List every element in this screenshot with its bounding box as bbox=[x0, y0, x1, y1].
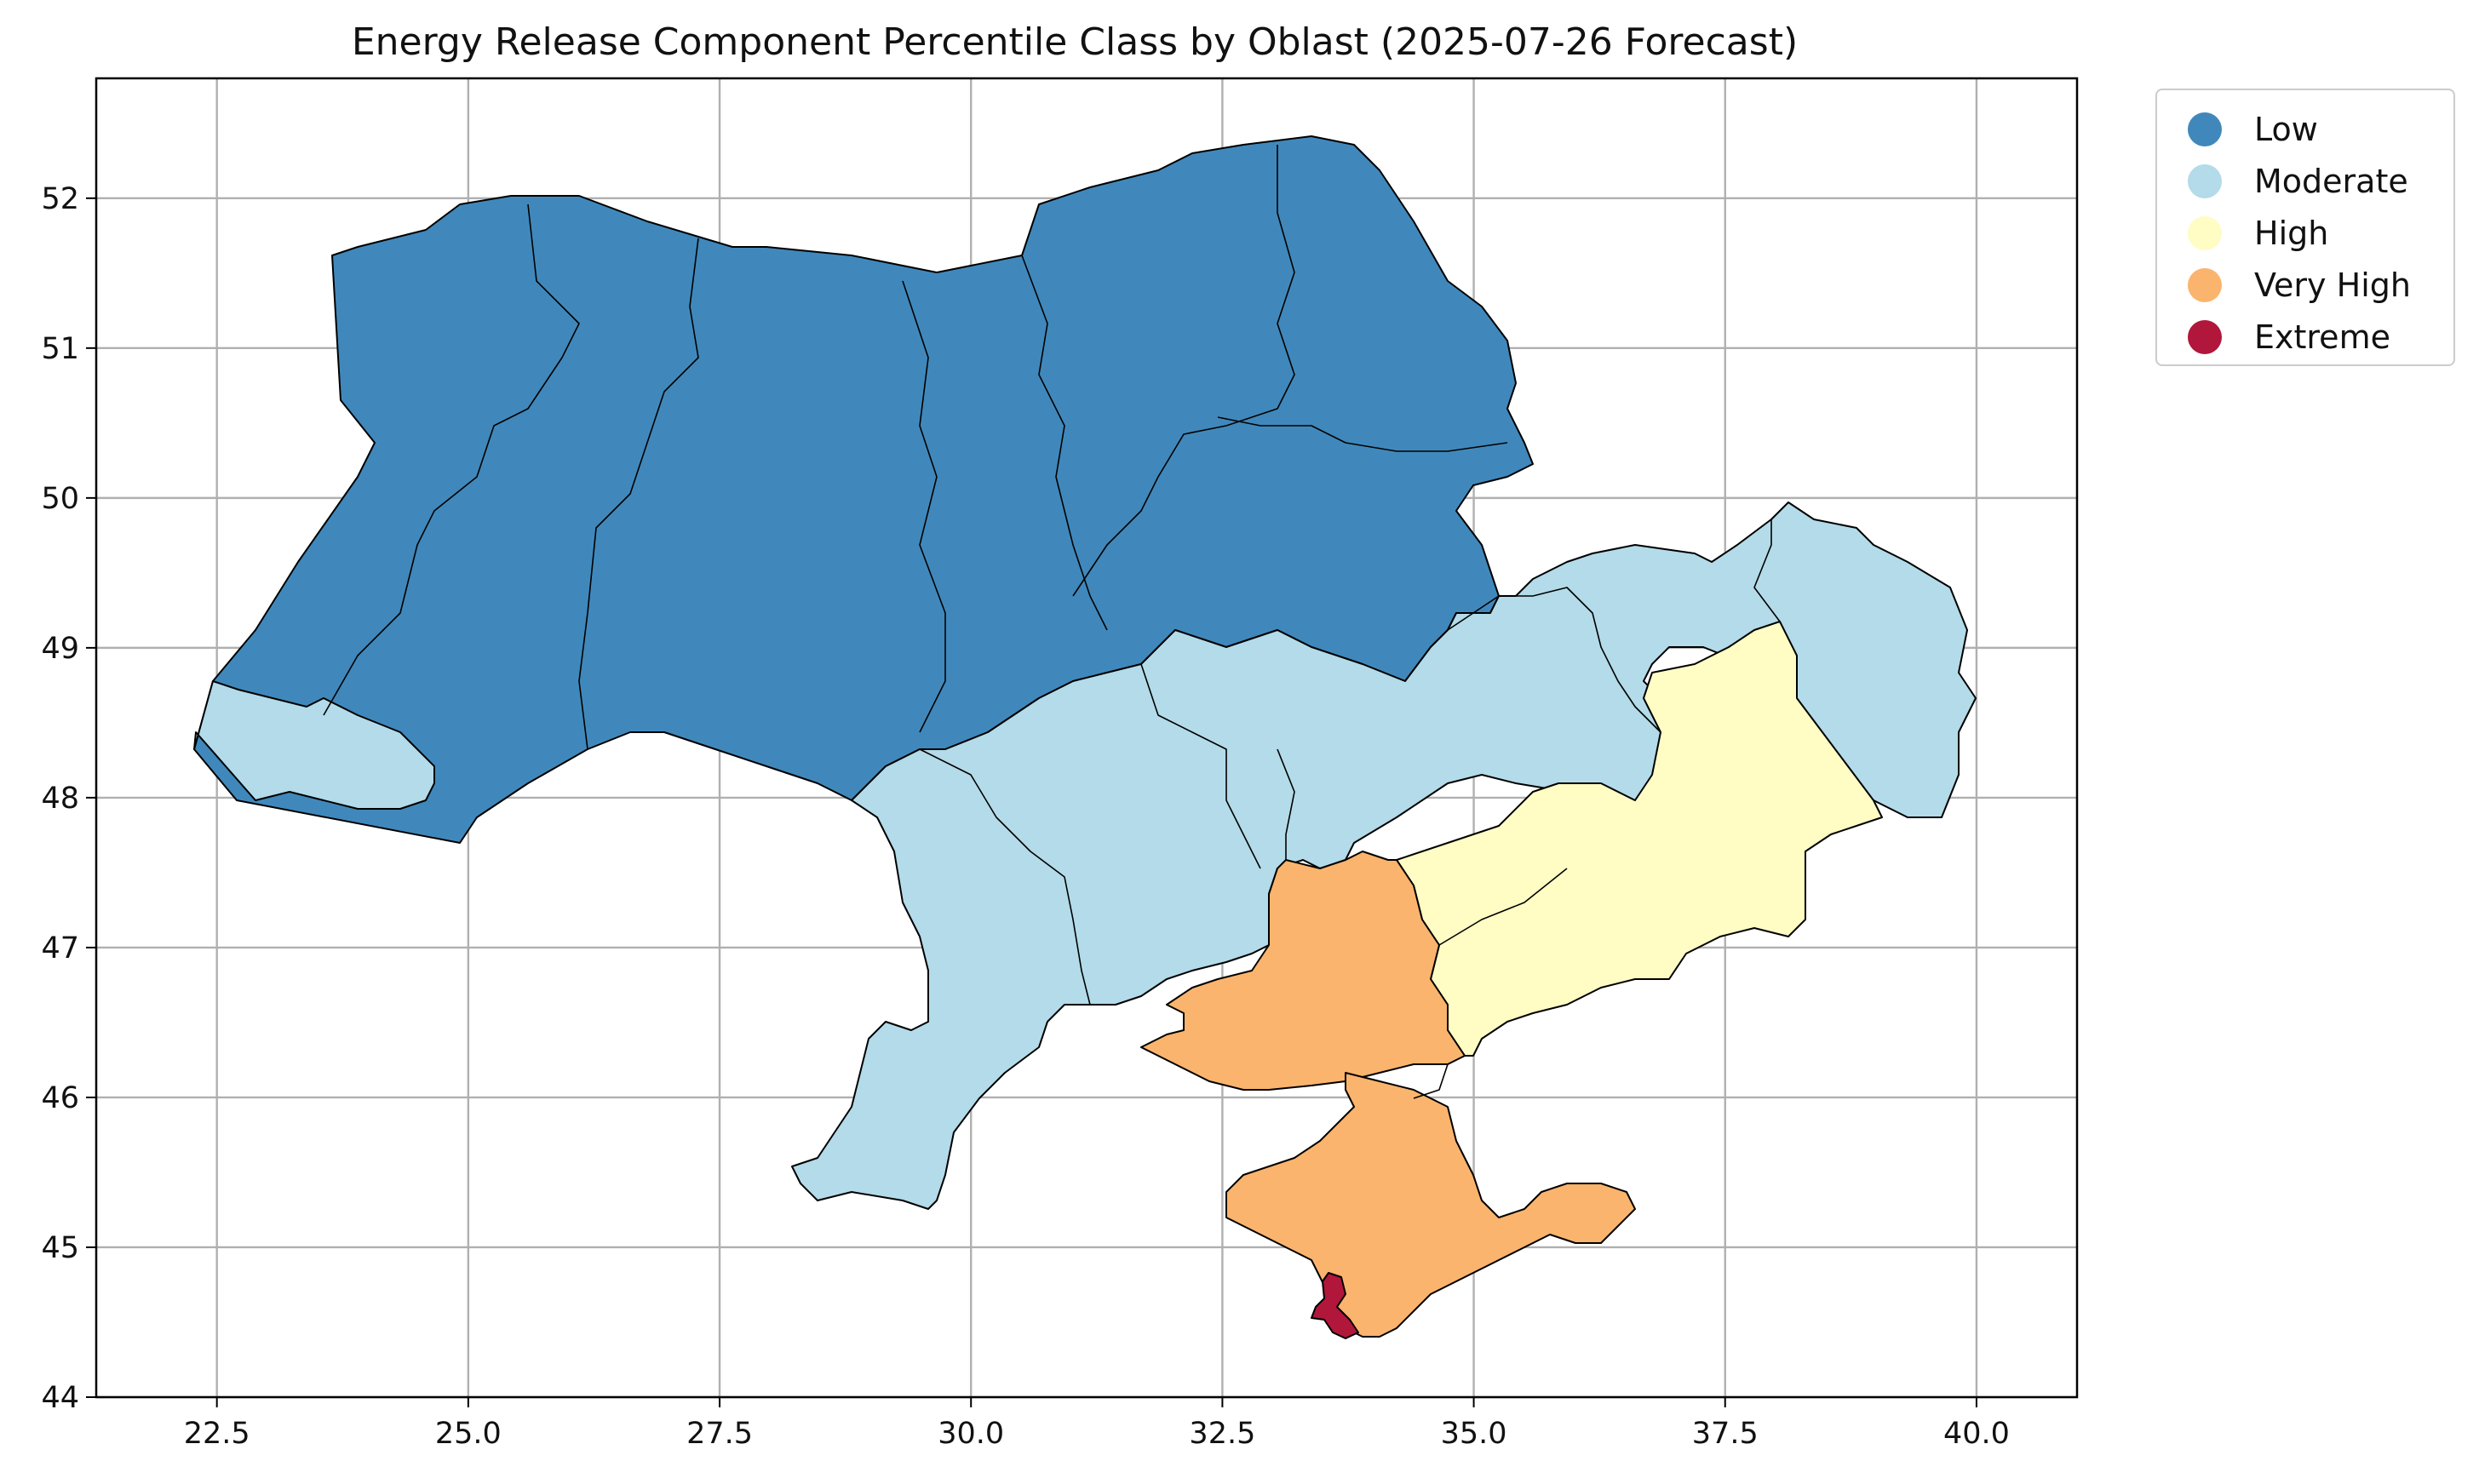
y-tick-label: 49 bbox=[41, 632, 79, 666]
axes bbox=[95, 77, 2079, 1399]
legend-item-high: High bbox=[2188, 215, 2328, 252]
x-axis-ticks: 22.5 25.0 27.5 30.0 32.5 35.0 37.5 40.0 bbox=[184, 1397, 2010, 1451]
legend-item-low: Low bbox=[2188, 111, 2318, 148]
region-extreme bbox=[1311, 1272, 1359, 1339]
x-tick-label: 35.0 bbox=[1441, 1417, 1507, 1451]
plot-frame bbox=[95, 77, 2079, 1399]
legend-label-low: Low bbox=[2254, 111, 2318, 148]
x-tick-label: 22.5 bbox=[184, 1417, 250, 1451]
legend-label-extreme: Extreme bbox=[2254, 318, 2390, 356]
chart-title: Energy Release Component Percentile Clas… bbox=[352, 20, 1798, 64]
legend-item-extreme: Extreme bbox=[2188, 318, 2390, 356]
oblast-borders bbox=[323, 145, 1781, 1099]
x-tick-label: 27.5 bbox=[686, 1417, 753, 1451]
legend-marker-very-high bbox=[2188, 268, 2222, 302]
legend-marker-extreme bbox=[2188, 320, 2222, 354]
legend: Low Moderate High Very High Extreme bbox=[2155, 89, 2455, 366]
x-tick-label: 30.0 bbox=[938, 1417, 1004, 1451]
y-axis-ticks: 44 45 46 47 48 49 50 51 52 bbox=[41, 182, 96, 1415]
region-moderate-west bbox=[193, 680, 435, 810]
y-tick-label: 52 bbox=[41, 182, 79, 216]
region-high bbox=[1396, 621, 1883, 1057]
legend-label-high: High bbox=[2254, 215, 2329, 252]
x-tick-label: 25.0 bbox=[435, 1417, 502, 1451]
y-tick-label: 51 bbox=[41, 332, 79, 366]
legend-marker-moderate bbox=[2188, 164, 2222, 198]
y-tick-label: 45 bbox=[41, 1231, 79, 1265]
y-tick-label: 46 bbox=[41, 1081, 79, 1115]
x-tick-label: 37.5 bbox=[1692, 1417, 1759, 1451]
legend-marker-low bbox=[2188, 112, 2222, 146]
legend-label-very-high: Very High bbox=[2254, 266, 2411, 304]
y-tick-label: 48 bbox=[41, 782, 79, 816]
legend-label-moderate: Moderate bbox=[2254, 163, 2408, 200]
x-tick-label: 32.5 bbox=[1189, 1417, 1255, 1451]
x-tick-label: 40.0 bbox=[1943, 1417, 2010, 1451]
legend-item-moderate: Moderate bbox=[2188, 163, 2408, 200]
oblast-regions bbox=[193, 135, 1977, 1339]
y-tick-label: 47 bbox=[41, 931, 79, 965]
region-veryhigh-kherson bbox=[1140, 851, 1466, 1091]
y-tick-label: 50 bbox=[41, 482, 79, 516]
region-veryhigh-crimea bbox=[1225, 1072, 1636, 1338]
y-tick-label: 44 bbox=[41, 1381, 79, 1415]
legend-item-very-high: Very High bbox=[2188, 266, 2411, 304]
legend-marker-high bbox=[2188, 216, 2222, 250]
